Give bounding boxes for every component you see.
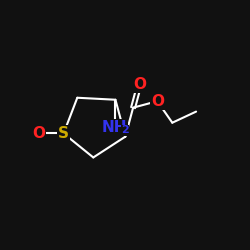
Text: O: O xyxy=(32,126,45,141)
Text: S: S xyxy=(58,126,69,141)
Text: O: O xyxy=(151,94,164,109)
Text: 2: 2 xyxy=(121,125,128,135)
Text: O: O xyxy=(133,77,146,92)
Text: NH: NH xyxy=(102,120,127,135)
